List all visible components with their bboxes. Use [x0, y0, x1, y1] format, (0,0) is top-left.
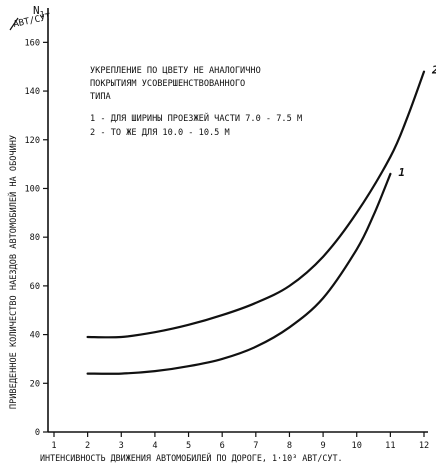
series-1-label: 1: [398, 166, 405, 179]
x-tick-label: 2: [85, 441, 90, 451]
x-tick-label: 7: [253, 441, 258, 451]
y-tick-label: 0: [35, 428, 40, 438]
y-tick-label: 160: [24, 38, 40, 48]
y-tick-label: 140: [24, 87, 40, 97]
y-symbol-sub: 1: [40, 10, 45, 19]
x-tick-label: 3: [119, 441, 124, 451]
ticks: [43, 41, 425, 437]
x-tick-label: 8: [287, 441, 292, 451]
x-tick-label: 9: [320, 441, 325, 451]
series-2-line: [86, 70, 426, 339]
y-tick-label: 20: [30, 379, 40, 389]
series-2-label: 2: [431, 64, 436, 77]
x-tick-label: 1: [51, 441, 56, 451]
x-tick-label: 4: [152, 441, 157, 451]
x-tick-label: 11: [385, 441, 395, 451]
y-symbol-label: N1: [33, 4, 45, 19]
annotation-line-3: ТИПА: [90, 92, 112, 102]
series-1-line: [86, 172, 392, 375]
series-group: 12: [86, 64, 436, 375]
axes: [47, 8, 428, 433]
y-tick-label: 100: [24, 184, 40, 194]
x-tick-label: 12: [419, 441, 429, 451]
y-tick-label: 60: [30, 282, 40, 292]
y-tick-label: 80: [30, 233, 40, 243]
x-axis-title: ИНТЕНСИВНОСТЬ ДВИЖЕНИЯ АВТОМОБИЛЕЙ ПО ДО…: [40, 452, 343, 463]
annotation-block: УКРЕПЛЕНИЕ ПО ЦВЕТУ НЕ АНАЛОГИЧНО ПОКРЫТ…: [90, 66, 302, 138]
annotation-line-2: ПОКРЫТИЯМ УСОВЕРШЕНСТВОВАННОГО: [90, 79, 245, 89]
legend-entry-1: 1 - ДЛЯ ШИРИНЫ ПРОЕЗЖЕЙ ЧАСТИ 7.0 - 7.5 …: [90, 112, 302, 124]
legend-entry-2: 2 - ТО ЖЕ ДЛЯ 10.0 - 10.5 М: [90, 128, 230, 138]
y-tick-label: 40: [30, 331, 40, 341]
annotation-line-1: УКРЕПЛЕНИЕ ПО ЦВЕТУ НЕ АНАЛОГИЧНО: [90, 66, 261, 76]
y-symbol: N: [33, 4, 40, 17]
y-unit-slash: [9, 17, 19, 31]
x-tick-label: 6: [220, 441, 225, 451]
y-axis-title: ПРИВЕДЕННОЕ КОЛИЧЕСТВО НАЕЗДОВ АВТОМОБИЛ…: [7, 135, 19, 409]
x-tick-label: 10: [352, 441, 362, 451]
y-tick-label: 120: [24, 136, 40, 146]
x-tick-label: 5: [186, 441, 191, 451]
